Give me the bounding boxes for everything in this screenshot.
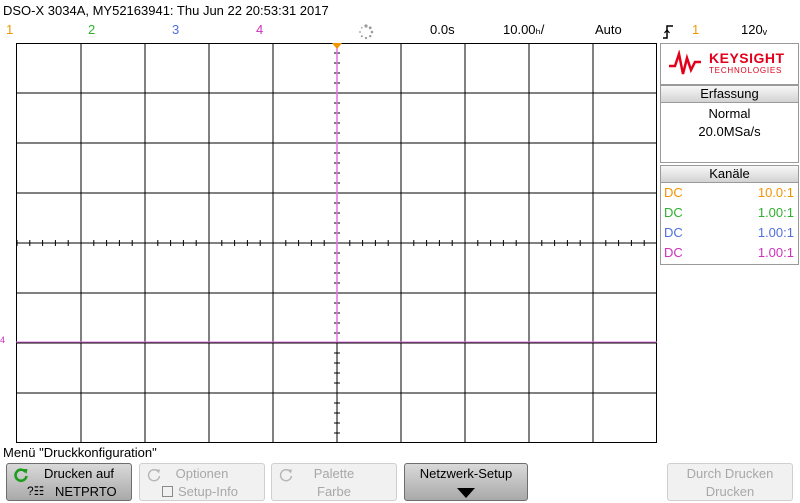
brand-sub: TECHNOLOGIES	[709, 66, 783, 75]
instrument-title: DSO-X 3034A, MY52163941: Thu Jun 22 20:5…	[3, 3, 329, 18]
options-label: Optionen	[175, 466, 229, 481]
print-softkey[interactable]: Durch Drucken Drucken	[667, 463, 793, 501]
acquisition-panel[interactable]: Erfassung Normal 20.0MSa/s	[660, 85, 799, 163]
channel-4-row[interactable]: DC 1.00:1	[661, 243, 798, 263]
channel-4-ground-marker[interactable]: 4	[0, 335, 6, 345]
sample-rate: 20.0MSa/s	[698, 124, 761, 139]
channel-4-probe: 1.00:1	[757, 245, 794, 260]
network-setup-label: Netzwerk-Setup	[419, 466, 513, 481]
trigger-source[interactable]: 1	[692, 22, 700, 37]
waveform-graticule[interactable]	[16, 43, 657, 443]
keysight-wave-icon	[669, 50, 701, 75]
rotate-icon	[14, 468, 28, 483]
print-to-softkey[interactable]: Drucken auf ?☷ NETPRTO	[6, 463, 132, 501]
channel-3-probe: 1.00:1	[757, 225, 794, 240]
brand-logo: KEYSIGHT TECHNOLOGIES	[660, 43, 799, 85]
channel-1-label[interactable]: 1	[6, 22, 14, 37]
setup-info-checkbox[interactable]	[162, 486, 173, 497]
network-setup-softkey[interactable]: Netzwerk-Setup	[404, 463, 528, 501]
print-to-value: NETPRTO	[55, 484, 117, 499]
rotate-icon	[279, 469, 293, 482]
acquisition-spinner-icon	[359, 24, 374, 40]
channel-1-probe: 10.0:1	[757, 185, 794, 200]
channel-3-label[interactable]: 3	[172, 22, 180, 37]
graticule-grid	[16, 43, 657, 443]
rotate-icon	[147, 469, 161, 482]
trigger-level[interactable]: 120ᵥ	[741, 22, 767, 37]
title-bar: DSO-X 3034A, MY52163941: Thu Jun 22 20:5…	[0, 0, 800, 22]
channel-1-coupling: DC	[664, 185, 683, 200]
palette-softkey[interactable]: Palette Farbe	[271, 463, 397, 501]
print-to-label: Drucken auf	[43, 466, 115, 481]
channel-3-row[interactable]: DC 1.00:1	[661, 223, 798, 243]
print-value: Drucken	[705, 484, 755, 499]
menu-title: Menü "Druckkonfiguration"	[3, 445, 157, 460]
options-softkey[interactable]: Optionen Setup-Info	[139, 463, 265, 501]
channel-4-coupling: DC	[664, 245, 683, 260]
channel-2-probe: 1.00:1	[757, 205, 794, 220]
print-label: Durch Drucken	[686, 466, 774, 481]
trigger-edge-icon	[663, 25, 673, 39]
timebase-scale[interactable]: 10.00ₕ/	[503, 22, 545, 37]
palette-label: Palette	[313, 466, 355, 481]
acquisition-panel-title: Erfassung	[660, 85, 799, 103]
channels-panel-title: Kanäle	[660, 165, 799, 183]
palette-value: Farbe	[317, 484, 351, 499]
channel-4-label[interactable]: 4	[256, 22, 264, 37]
time-offset[interactable]: 0.0s	[430, 22, 455, 37]
brand-name: KEYSIGHT	[709, 50, 785, 66]
network-icon: ?☷	[27, 484, 45, 498]
arrow-down-icon	[457, 488, 475, 498]
channel-2-label[interactable]: 2	[88, 22, 96, 37]
trigger-position-marker	[332, 43, 342, 49]
channel-2-coupling: DC	[664, 205, 683, 220]
channel-3-coupling: DC	[664, 225, 683, 240]
setup-info-label: Setup-Info	[178, 484, 238, 499]
channel-2-row[interactable]: DC 1.00:1	[661, 203, 798, 223]
channel-1-row[interactable]: DC 10.0:1	[661, 183, 798, 203]
channels-panel[interactable]: Kanäle DC 10.0:1 DC 1.00:1 DC 1.00:1 DC …	[660, 165, 799, 265]
trigger-mode[interactable]: Auto	[595, 22, 622, 37]
acquisition-mode: Normal	[708, 106, 751, 121]
